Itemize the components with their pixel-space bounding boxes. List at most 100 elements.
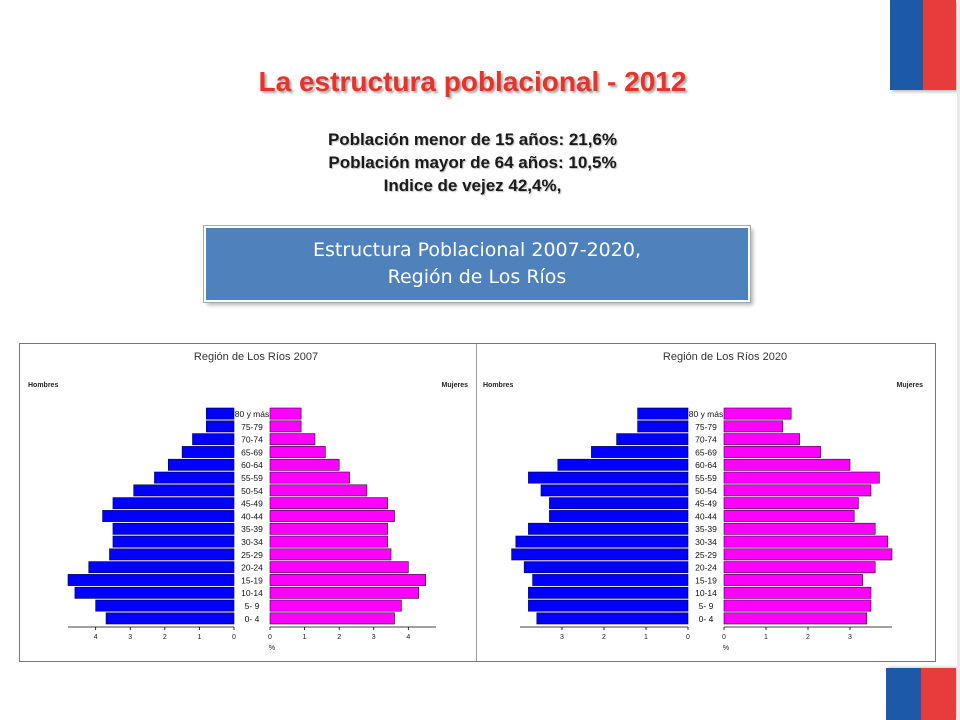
tick-women-2007-4: 4 <box>406 634 410 641</box>
bar-men-2007-15 <box>95 599 235 612</box>
age-label-2007-5: 55-59 <box>241 473 263 483</box>
bar-men-2020-14 <box>528 586 689 599</box>
tick-men-2007-3: 3 <box>128 634 132 641</box>
tick-women-2020-3: 3 <box>848 634 852 641</box>
age-label-2007-2: 70-74 <box>241 435 263 445</box>
age-label-2007-13: 15-19 <box>241 575 263 585</box>
tick-men-2007-1: 1 <box>197 634 201 641</box>
bar-women-2007-8 <box>269 510 395 522</box>
bar-women-2007-3 <box>269 446 326 458</box>
bar-women-2020-12 <box>723 561 876 574</box>
bar-women-2020-8 <box>723 510 855 522</box>
tick-women-2007-2: 2 <box>337 634 341 641</box>
bar-men-2020-15 <box>528 599 689 612</box>
bar-men-2020-8 <box>549 510 689 522</box>
tick-men-2020-2: 2 <box>602 634 606 641</box>
bar-women-2007-13 <box>269 574 426 586</box>
age-label-2007-7: 45-49 <box>241 499 263 509</box>
tick-women-2007-1: 1 <box>303 634 307 641</box>
age-label-2020-14: 10-14 <box>695 588 717 598</box>
bar-women-2007-14 <box>269 586 420 599</box>
tick-women-2020-2: 2 <box>806 634 810 641</box>
bar-men-2020-1 <box>637 420 689 433</box>
age-label-2007-1: 75-79 <box>241 422 263 432</box>
age-label-2007-11: 25-29 <box>241 550 263 560</box>
chart-title-2020: Región de Los Ríos 2020 <box>663 351 787 363</box>
age-label-2020-13: 15-19 <box>695 575 717 585</box>
bar-men-2007-5 <box>154 471 235 484</box>
bar-women-2020-11 <box>723 548 893 561</box>
pyramid-chart-2007: Región de Los Ríos 2007 Hombres Mujeres 80 … <box>28 351 469 652</box>
bar-women-2020-14 <box>723 586 872 599</box>
age-label-2020-10: 30-34 <box>695 537 717 547</box>
age-label-2020-2: 70-74 <box>695 435 717 445</box>
bar-men-2020-0 <box>637 407 689 420</box>
bar-women-2007-12 <box>269 561 409 574</box>
bar-men-2007-2 <box>192 433 235 446</box>
bar-men-2007-0 <box>206 407 235 420</box>
bar-men-2007-9 <box>112 522 235 535</box>
age-label-2020-9: 35-39 <box>695 524 717 534</box>
tick-women-2020-1: 1 <box>764 634 768 641</box>
age-label-2020-15: 5- 9 <box>699 601 714 611</box>
slide-title: La estructura poblacional - 2012 <box>258 66 687 97</box>
bar-men-2020-11 <box>511 548 689 561</box>
age-label-2020-12: 20-24 <box>695 563 717 573</box>
bar-men-2007-12 <box>88 561 235 574</box>
bar-men-2007-1 <box>206 420 235 433</box>
stat-aging-index: Indice de vejez 42,4%, <box>383 176 562 195</box>
women-label-2007: Mujeres <box>442 382 469 389</box>
charts-frame: Región de Los Ríos 2007 Hombres Mujeres 80 … <box>19 343 936 662</box>
bar-men-2020-4 <box>557 458 689 471</box>
age-label-2007-10: 30-34 <box>241 537 263 547</box>
bar-men-2007-4 <box>167 458 235 471</box>
bar-women-2007-10 <box>269 535 388 548</box>
tick-women-2007-0: 0 <box>268 634 272 641</box>
bar-women-2007-16 <box>269 612 395 625</box>
pyramid-chart-2020: Región de Los Ríos 2020 Hombres Mujeres 80 … <box>483 351 923 652</box>
bar-women-2020-9 <box>723 522 876 535</box>
right-edge-rule <box>957 0 960 720</box>
bar-men-2020-10 <box>515 535 689 548</box>
tick-women-2020-0: 0 <box>722 634 726 641</box>
flag-logo-bottom <box>886 668 956 720</box>
age-label-2007-15: 5- 9 <box>245 601 260 611</box>
flag-logo-top <box>890 0 956 90</box>
tick-men-2007-0: 0 <box>232 634 236 641</box>
bar-women-2007-7 <box>269 497 388 510</box>
age-label-2007-9: 35-39 <box>241 524 263 534</box>
bar-men-2020-3 <box>591 446 689 458</box>
tick-men-2020-1: 1 <box>644 634 648 641</box>
age-label-2007-3: 65-69 <box>241 447 263 457</box>
bar-women-2007-6 <box>269 484 368 497</box>
bar-women-2007-2 <box>269 433 316 446</box>
bar-women-2020-10 <box>723 535 889 548</box>
bar-men-2020-2 <box>616 433 689 446</box>
bar-men-2020-9 <box>528 522 689 535</box>
age-label-2020-11: 25-29 <box>695 550 717 560</box>
age-label-2020-4: 60-64 <box>695 460 717 470</box>
pyramid-panel-2007: Región de Los Ríos 2007 Hombres Mujeres 80 … <box>20 344 477 661</box>
bar-women-2007-0 <box>269 407 302 420</box>
xlabel-2007: % <box>269 645 275 652</box>
age-label-2007-12: 20-24 <box>241 563 263 573</box>
caption-line-2: Región de Los Ríos <box>387 266 567 288</box>
bar-women-2020-0 <box>723 407 792 420</box>
bar-women-2020-2 <box>723 433 800 446</box>
bar-women-2007-5 <box>269 471 350 484</box>
age-label-2007-6: 50-54 <box>241 486 263 496</box>
age-label-2007-14: 10-14 <box>241 588 263 598</box>
tick-men-2020-0: 0 <box>686 634 690 641</box>
men-label-2020: Hombres <box>483 382 513 389</box>
bar-women-2007-11 <box>269 548 392 561</box>
caption-line-1: Estructura Poblacional 2007-2020, <box>313 239 641 261</box>
bar-women-2020-4 <box>723 458 851 471</box>
bar-men-2007-13 <box>67 574 235 586</box>
bar-women-2020-5 <box>723 471 880 484</box>
bar-men-2007-6 <box>133 484 235 497</box>
tick-men-2020-3: 3 <box>560 634 564 641</box>
bar-men-2007-11 <box>109 548 235 561</box>
age-label-2020-8: 40-44 <box>695 511 717 521</box>
bar-men-2020-16 <box>536 612 689 625</box>
tick-women-2007-3: 3 <box>372 634 376 641</box>
